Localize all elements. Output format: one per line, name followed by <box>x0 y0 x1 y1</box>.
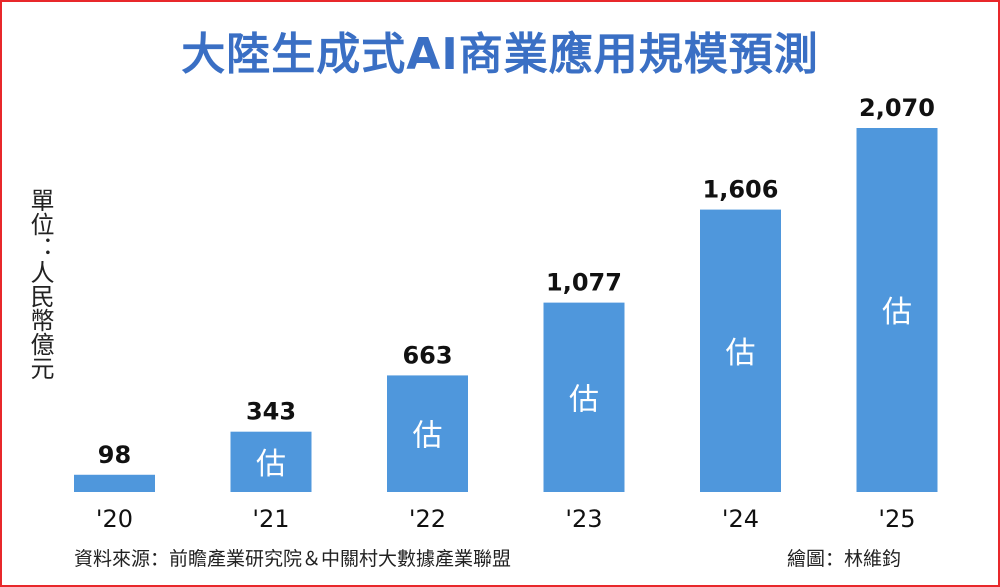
estimate-mark-5: 估 <box>882 295 912 330</box>
unit-label: 單位：人民幣億元 <box>26 188 54 380</box>
bar-4 <box>700 209 781 492</box>
tick-label-5: '25 <box>878 505 915 533</box>
data-label-3: 1,077 <box>546 269 622 297</box>
credit-note: 繪圖：林維鈞 <box>787 548 902 570</box>
data-label-0: 98 <box>98 441 131 469</box>
bar-2 <box>387 375 468 492</box>
data-label-2: 663 <box>402 341 452 369</box>
bar-0 <box>74 474 155 492</box>
bar-1 <box>230 431 312 492</box>
data-label-4: 1,606 <box>703 176 779 204</box>
tick-label-2: '22 <box>409 505 446 533</box>
tick-label-1: '21 <box>252 505 289 533</box>
source-note: 資料來源：前瞻產業研究院＆中關村大數據產業聯盟 <box>74 548 512 570</box>
bar-5 <box>856 128 938 492</box>
bar-3 <box>543 302 625 492</box>
data-label-1: 343 <box>246 398 296 426</box>
tick-label-0: '20 <box>96 505 133 533</box>
estimate-mark-2: 估 <box>413 419 443 454</box>
tick-label-3: '23 <box>565 505 602 533</box>
estimate-mark-4: 估 <box>726 336 756 371</box>
data-label-5: 2,070 <box>859 94 935 122</box>
estimate-mark-3: 估 <box>569 382 599 417</box>
chart-title: 大陸生成式AI商業應用規模預測 <box>181 29 819 80</box>
tick-label-4: '24 <box>722 505 759 533</box>
estimate-mark-1: 估 <box>256 447 286 482</box>
